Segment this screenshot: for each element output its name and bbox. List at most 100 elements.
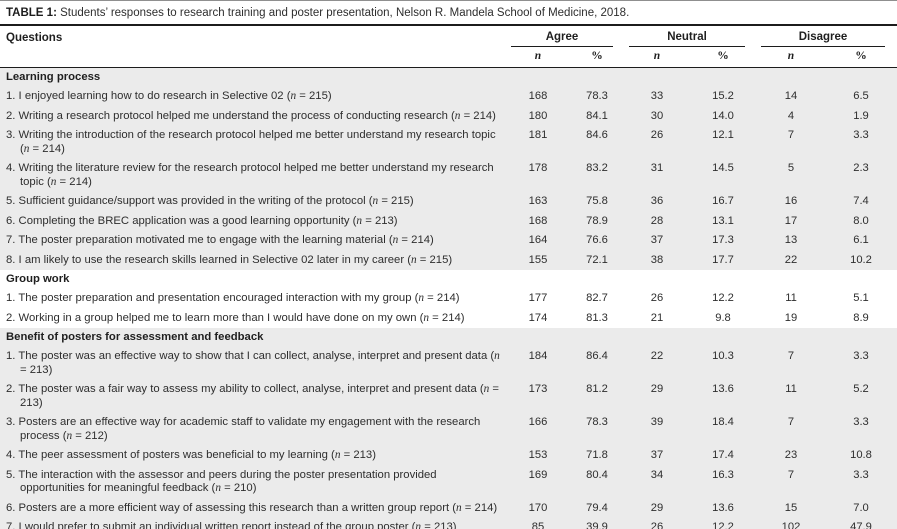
value-cell: 29 xyxy=(650,501,664,514)
table-row: 7. The poster preparation motivated me t… xyxy=(0,231,897,251)
value-cell: 14.5 xyxy=(712,162,734,174)
question-cell: 6. Completing the BREC application was a… xyxy=(6,214,398,227)
value-cell: 17 xyxy=(784,214,798,227)
sample-size-variable: n xyxy=(356,214,363,227)
value-cell: 163 xyxy=(528,195,548,207)
subheader-disagree-pct: % xyxy=(855,50,867,62)
value-cell: 23 xyxy=(784,449,798,461)
value-cell: 7 xyxy=(787,129,795,141)
table-caption: Students’ responses to research training… xyxy=(60,7,630,19)
question-cell: 3. Writing the introduction of the resea… xyxy=(6,129,496,155)
sample-size-variable: n xyxy=(454,109,461,122)
sample-size-variable: n xyxy=(410,253,417,266)
table-row: 5. The interaction with the assessor and… xyxy=(0,466,897,499)
sample-size-variable: n xyxy=(66,429,73,442)
value-cell: 14.0 xyxy=(712,109,734,122)
value-cell: 80.4 xyxy=(586,468,608,481)
question-cell: 7. The poster preparation motivated me t… xyxy=(6,234,434,246)
value-cell: 13.6 xyxy=(712,383,734,395)
value-cell: 15.2 xyxy=(712,90,734,102)
value-cell: 10.3 xyxy=(712,350,734,362)
table-row: 4. The peer assessment of posters was be… xyxy=(0,446,897,466)
value-cell: 26 xyxy=(650,129,664,141)
value-cell: 75.8 xyxy=(586,195,608,207)
value-cell: 47.9 xyxy=(850,521,872,529)
value-cell: 1.9 xyxy=(853,109,869,122)
table-row: 4. Writing the literature review for the… xyxy=(0,159,897,192)
value-cell: 6.1 xyxy=(853,234,869,246)
sample-size-variable: n xyxy=(50,175,57,188)
section-header: Benefit of posters for assessment and fe… xyxy=(6,331,264,343)
question-cell: 2. The poster was a fair way to assess m… xyxy=(6,383,500,409)
table-row: 2. Working in a group helped me to learn… xyxy=(0,309,897,329)
table-row: 1. The poster was an effective way to sh… xyxy=(0,347,897,380)
value-cell: 39.9 xyxy=(586,521,608,529)
value-cell: 85 xyxy=(531,521,545,529)
value-cell: 17.4 xyxy=(712,449,734,461)
value-cell: 7.4 xyxy=(853,195,869,207)
question-cell: 4. The peer assessment of posters was be… xyxy=(6,449,376,461)
sample-size-variable: n xyxy=(334,449,341,461)
value-cell: 10.8 xyxy=(850,449,872,461)
value-cell: 180 xyxy=(528,109,548,122)
value-cell: 173 xyxy=(528,383,548,395)
table-header: Questions Agree Neutral Disagree n % n %… xyxy=(0,26,897,68)
value-cell: 17.3 xyxy=(712,234,734,246)
column-group-neutral: Neutral xyxy=(625,29,757,47)
table-row: 3. Posters are an effective way for acad… xyxy=(0,413,897,446)
value-cell: 102 xyxy=(781,521,801,529)
column-group-neutral-label: Neutral xyxy=(629,29,745,47)
value-cell: 26 xyxy=(650,521,664,529)
value-cell: 166 xyxy=(528,416,548,428)
column-header-questions: Questions xyxy=(6,32,63,44)
value-cell: 12.1 xyxy=(712,129,734,141)
value-cell: 177 xyxy=(528,292,548,304)
subheader-neutral-pct: % xyxy=(717,50,729,62)
value-cell: 2.3 xyxy=(853,162,869,174)
question-cell: 1. The poster preparation and presentati… xyxy=(6,292,460,304)
value-cell: 15 xyxy=(784,501,798,514)
table-row: 2. Writing a research protocol helped me… xyxy=(0,107,897,127)
column-group-disagree: Disagree xyxy=(757,29,897,47)
value-cell: 13.6 xyxy=(712,501,734,514)
value-cell: 8.0 xyxy=(853,214,869,227)
value-cell: 7 xyxy=(787,416,795,428)
question-cell: 7. I would prefer to submit an individua… xyxy=(0,518,507,529)
table-row: 2. The poster was a fair way to assess m… xyxy=(0,380,897,413)
value-cell: 181 xyxy=(528,129,548,141)
question-cell: 1. I enjoyed learning how to do research… xyxy=(6,90,332,102)
value-cell: 22 xyxy=(650,350,664,362)
table-row: 8. I am likely to use the research skill… xyxy=(0,251,897,271)
value-cell: 3.3 xyxy=(853,468,869,481)
value-cell: 6.5 xyxy=(853,90,869,102)
value-cell: 155 xyxy=(528,253,548,266)
value-cell: 71.8 xyxy=(586,449,608,461)
value-cell: 10.2 xyxy=(850,253,872,266)
value-cell: 78.3 xyxy=(586,90,608,102)
value-cell: 168 xyxy=(528,214,548,227)
question-cell: 5. Sufficient guidance/support was provi… xyxy=(6,195,414,207)
table-row: 7. I would prefer to submit an individua… xyxy=(0,518,897,529)
sample-size-variable: n xyxy=(372,195,379,207)
question-cell: 4. Writing the literature review for the… xyxy=(6,162,494,188)
section-header: Group work xyxy=(6,273,70,285)
value-cell: 79.4 xyxy=(586,501,608,514)
subheader-disagree-n: n xyxy=(787,50,795,62)
value-cell: 83.2 xyxy=(586,162,608,174)
value-cell: 19 xyxy=(784,311,798,324)
table-number-label: TABLE 1: xyxy=(6,7,57,19)
table-section: Benefit of posters for assessment and fe… xyxy=(0,328,897,529)
value-cell: 168 xyxy=(528,90,548,102)
value-cell: 30 xyxy=(650,109,664,122)
value-cell: 76.6 xyxy=(586,234,608,246)
table-row: 3. Writing the introduction of the resea… xyxy=(0,126,897,159)
value-cell: 37 xyxy=(650,234,664,246)
value-cell: 4 xyxy=(787,109,795,122)
value-cell: 12.2 xyxy=(712,521,734,529)
value-cell: 72.1 xyxy=(586,253,608,266)
value-cell: 11 xyxy=(785,292,797,304)
value-cell: 178 xyxy=(528,162,548,174)
table-body: Learning process 1. I enjoyed learning ho… xyxy=(0,68,897,529)
value-cell: 17.7 xyxy=(712,253,734,266)
value-cell: 26 xyxy=(650,292,664,304)
